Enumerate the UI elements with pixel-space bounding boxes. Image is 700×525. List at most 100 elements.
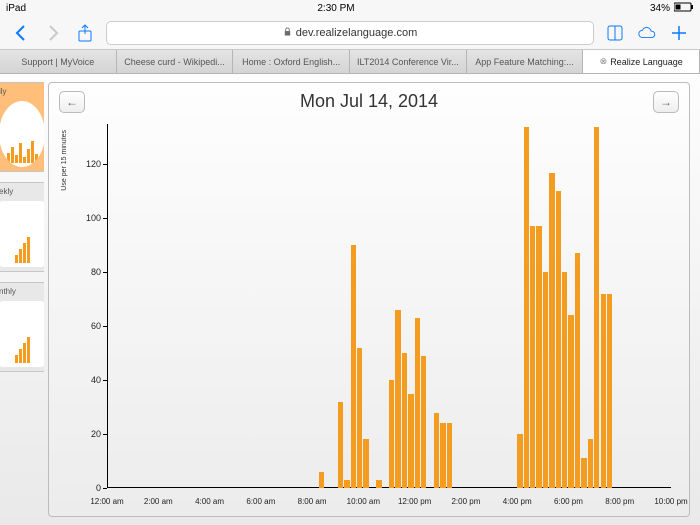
- chart-bar: [607, 294, 612, 488]
- thumb-label: ily: [0, 87, 44, 96]
- next-day-button[interactable]: →: [653, 91, 679, 113]
- browser-tab[interactable]: ⊗Realize Language: [583, 50, 700, 73]
- tab-label: ILT2014 Conference Vir...: [357, 57, 459, 67]
- y-tick-label: 0: [79, 483, 101, 493]
- x-tick-label: 12:00 pm: [398, 497, 431, 506]
- battery-pct: 34%: [650, 3, 670, 14]
- chart-area: Use per 15 minutes 020406080100120 12:00…: [79, 120, 675, 510]
- browser-tab[interactable]: App Feature Matching:...: [467, 50, 584, 73]
- chart-bar: [581, 458, 586, 488]
- chart-bar: [568, 315, 573, 488]
- x-tick-label: 4:00 pm: [503, 497, 532, 506]
- clock: 2:30 PM: [317, 3, 354, 14]
- sidebar-thumb[interactable]: nthly: [0, 282, 44, 372]
- chart-bar: [376, 480, 381, 488]
- chart-bar: [434, 413, 439, 488]
- thumb-label: nthly: [0, 287, 44, 296]
- x-tick-label: 10:00 am: [347, 497, 380, 506]
- chart-bar: [408, 394, 413, 488]
- new-tab-button[interactable]: [668, 22, 690, 44]
- url-text: dev.realizelanguage.com: [296, 27, 417, 39]
- chart-bar: [344, 480, 349, 488]
- chart-bar: [536, 226, 541, 488]
- y-tick: [103, 272, 107, 273]
- chart-bar: [357, 348, 362, 488]
- chart-bar: [389, 380, 394, 488]
- x-tick-label: 8:00 pm: [605, 497, 634, 506]
- chart-bar: [319, 472, 324, 488]
- chart-bar: [421, 356, 426, 488]
- x-tick-label: 6:00 pm: [554, 497, 583, 506]
- y-tick: [103, 488, 107, 489]
- tab-label: Support | MyVoice: [21, 57, 94, 67]
- plot-area: [107, 124, 671, 488]
- tab-label: Cheese curd - Wikipedi...: [124, 57, 225, 67]
- view-sidebar: ily ekly nthly: [0, 74, 44, 525]
- tab-strip: Support | MyVoice Cheese curd - Wikipedi.…: [0, 50, 700, 74]
- x-tick-label: 10:00 pm: [654, 497, 687, 506]
- tab-label: App Feature Matching:...: [475, 57, 574, 67]
- thumb-mini-chart: [0, 101, 44, 167]
- chart-panel: ← → Mon Jul 14, 2014 Use per 15 minutes …: [48, 82, 690, 517]
- browser-tab[interactable]: Home : Oxford English...: [233, 50, 350, 73]
- page-content: ily ekly nthly ← → Mon Jul 14, 2014 Use pe…: [0, 74, 700, 525]
- chart-bar: [395, 310, 400, 488]
- x-tick-label: 8:00 am: [298, 497, 327, 506]
- status-bar: iPad 2:30 PM 34%: [0, 0, 700, 16]
- thumb-mini-chart: [0, 301, 44, 367]
- thumb-label: ekly: [0, 187, 44, 196]
- chart-bar: [351, 245, 356, 488]
- device-label: iPad: [6, 3, 26, 14]
- chart-bar: [562, 272, 567, 488]
- chart-bar: [447, 423, 452, 488]
- chart-bar: [543, 272, 548, 488]
- x-tick-label: 2:00 pm: [451, 497, 480, 506]
- y-tick-label: 60: [79, 321, 101, 331]
- chart-bar: [415, 318, 420, 488]
- x-tick-label: 4:00 am: [195, 497, 224, 506]
- chart-bar: [517, 434, 522, 488]
- prev-day-button[interactable]: ←: [59, 91, 85, 113]
- x-tick-label: 6:00 am: [246, 497, 275, 506]
- status-right: 34%: [646, 2, 694, 15]
- y-tick-label: 120: [79, 159, 101, 169]
- y-tick: [103, 218, 107, 219]
- chart-bar: [588, 439, 593, 488]
- sidebar-thumb[interactable]: ily: [0, 82, 44, 172]
- battery-icon: [674, 2, 694, 15]
- chart-bar: [363, 439, 368, 488]
- y-tick-label: 80: [79, 267, 101, 277]
- chart-bar: [575, 253, 580, 488]
- lock-icon: [283, 27, 292, 39]
- x-tick-label: 12:00 am: [90, 497, 123, 506]
- y-tick: [103, 326, 107, 327]
- chart-bar: [440, 423, 445, 488]
- thumb-mini-chart: [0, 201, 44, 267]
- browser-tab[interactable]: ILT2014 Conference Vir...: [350, 50, 467, 73]
- y-tick-label: 100: [79, 213, 101, 223]
- browser-toolbar: dev.realizelanguage.com: [0, 16, 700, 50]
- chart-bar: [549, 173, 554, 488]
- back-button[interactable]: [10, 22, 32, 44]
- forward-button[interactable]: [42, 22, 64, 44]
- tab-label: Home : Oxford English...: [242, 57, 340, 67]
- url-bar[interactable]: dev.realizelanguage.com: [106, 21, 594, 45]
- chart-bar: [524, 127, 529, 488]
- x-tick-label: 2:00 am: [144, 497, 173, 506]
- y-tick: [103, 164, 107, 165]
- close-icon[interactable]: ⊗: [600, 56, 608, 67]
- cloud-button[interactable]: [636, 22, 658, 44]
- tab-label: Realize Language: [610, 57, 683, 67]
- share-button[interactable]: [74, 22, 96, 44]
- y-tick: [103, 434, 107, 435]
- reader-button[interactable]: [604, 22, 626, 44]
- sidebar-thumb[interactable]: ekly: [0, 182, 44, 272]
- y-tick-label: 20: [79, 429, 101, 439]
- browser-tab[interactable]: Cheese curd - Wikipedi...: [117, 50, 234, 73]
- chart-bar: [601, 294, 606, 488]
- y-axis-label: Use per 15 minutes: [61, 130, 68, 191]
- browser-tab[interactable]: Support | MyVoice: [0, 50, 117, 73]
- y-tick: [103, 380, 107, 381]
- chart-bar: [556, 191, 561, 488]
- chart-bar: [594, 127, 599, 488]
